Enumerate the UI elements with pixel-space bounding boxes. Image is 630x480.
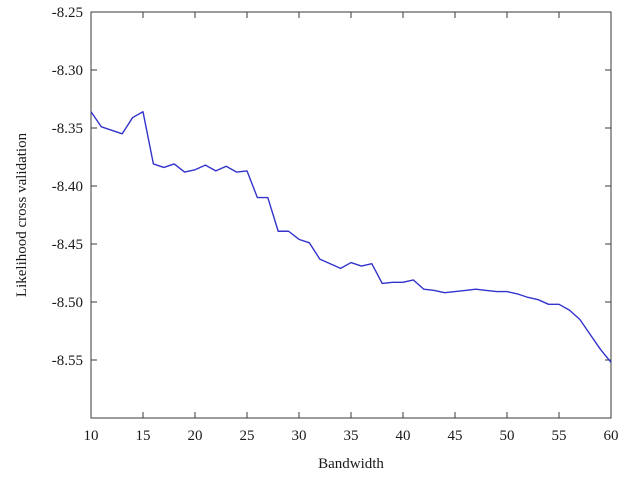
series-group [90, 111, 612, 363]
y-tick-label: -8.55 [52, 353, 83, 369]
x-tick-label: 20 [188, 428, 203, 444]
y-tick-label: -8.50 [52, 295, 83, 311]
y-tick-label: -8.35 [52, 121, 83, 137]
x-axis-ticks: 10 15 20 25 30 35 40 45 50 55 60 [84, 12, 619, 444]
y-tick-label: -8.25 [52, 5, 83, 21]
x-tick-label: 45 [448, 428, 463, 444]
x-tick-label: 30 [292, 428, 307, 444]
series-line [90, 111, 612, 363]
x-tick-label: 35 [344, 428, 359, 444]
x-tick-label: 55 [552, 428, 567, 444]
x-tick-label: 25 [240, 428, 255, 444]
plot-area [90, 11, 612, 419]
y-axis-ticks: -8.25 -8.30 -8.35 -8.40 -8.45 -8.50 -8.55 [52, 5, 611, 369]
x-tick-label: 15 [136, 428, 151, 444]
plot-frame [90, 11, 612, 419]
y-tick-label: -8.40 [52, 179, 83, 195]
y-tick-label: -8.45 [52, 237, 83, 253]
y-axis-title: Likelihood cross validation [14, 132, 30, 297]
x-tick-label: 50 [500, 428, 515, 444]
x-tick-label: 60 [604, 428, 619, 444]
x-tick-label: 10 [84, 428, 99, 444]
y-tick-label: -8.30 [52, 63, 83, 79]
x-tick-label: 40 [396, 428, 411, 444]
x-axis-title: Bandwidth [318, 456, 384, 472]
